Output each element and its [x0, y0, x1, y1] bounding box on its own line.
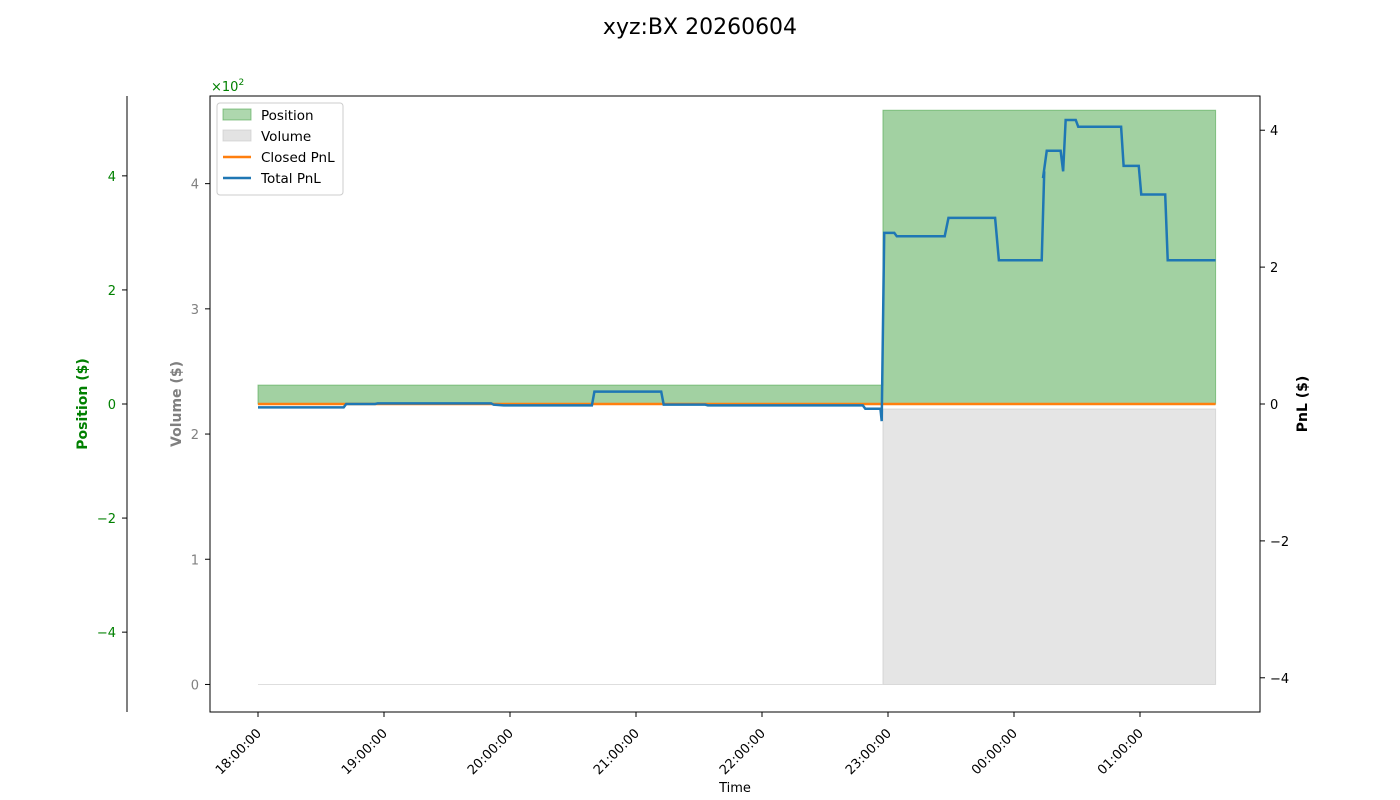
volume-tick-label: 1	[191, 553, 199, 568]
volume-axis-label: Volume ($)	[169, 361, 185, 447]
pnl-tick-label: 4	[1270, 124, 1278, 139]
series-total-pnl-line	[258, 118, 1216, 422]
position-tick-label: 2	[108, 284, 116, 299]
x-tick-label: 23:00:00	[843, 726, 895, 778]
x-tick-label: 00:00:00	[969, 726, 1021, 778]
legend-box	[216, 102, 344, 196]
legend-label-volume: Volume	[261, 129, 311, 145]
position-scale-exponent: 2	[238, 78, 244, 88]
legend: Position Volume Closed PnL Total PnL	[216, 102, 344, 196]
x-tick-label: 01:00:00	[1095, 726, 1147, 778]
line-layer	[258, 118, 1216, 422]
position-tick-label: 4	[108, 170, 116, 185]
pnl-tick-label: 2	[1270, 261, 1278, 276]
volume-tick-label: 2	[191, 428, 199, 443]
x-tick-label: 18:00:00	[213, 726, 265, 778]
legend-label-total-pnl: Total PnL	[260, 171, 321, 187]
volume-tick-label: 4	[191, 178, 199, 193]
volume-tick-label: 3	[191, 303, 199, 318]
x-tick-label: 21:00:00	[591, 726, 643, 778]
legend-label-closed-pnl: Closed PnL	[261, 150, 335, 166]
x-axis-label: Time	[718, 781, 751, 796]
position-scale-offset: ×102	[211, 78, 244, 95]
volume-tick-label: 0	[191, 678, 199, 693]
position-axis-label: Position ($)	[75, 358, 91, 450]
series-volume-area	[258, 408, 1217, 685]
position-tick-label: −2	[97, 512, 116, 527]
series-position-area	[257, 109, 1217, 405]
x-tick-label: 22:00:00	[717, 726, 769, 778]
position-tick-label: 0	[108, 398, 116, 413]
pnl-tick-label: 0	[1270, 398, 1278, 413]
chart-title: xyz:BX 20260604	[603, 15, 797, 40]
x-tick-label: 20:00:00	[465, 726, 517, 778]
legend-label-position: Position	[261, 108, 314, 124]
x-tick-label: 19:00:00	[339, 726, 391, 778]
pnl-axis-label: PnL ($)	[1295, 376, 1311, 433]
legend-swatch-position	[222, 108, 252, 121]
position-tick-label: −4	[97, 626, 116, 641]
fill-layer	[257, 109, 1217, 685]
legend-swatch-volume	[222, 129, 252, 142]
pnl-tick-label: −4	[1270, 672, 1289, 687]
pnl-tick-label: −2	[1270, 535, 1289, 550]
